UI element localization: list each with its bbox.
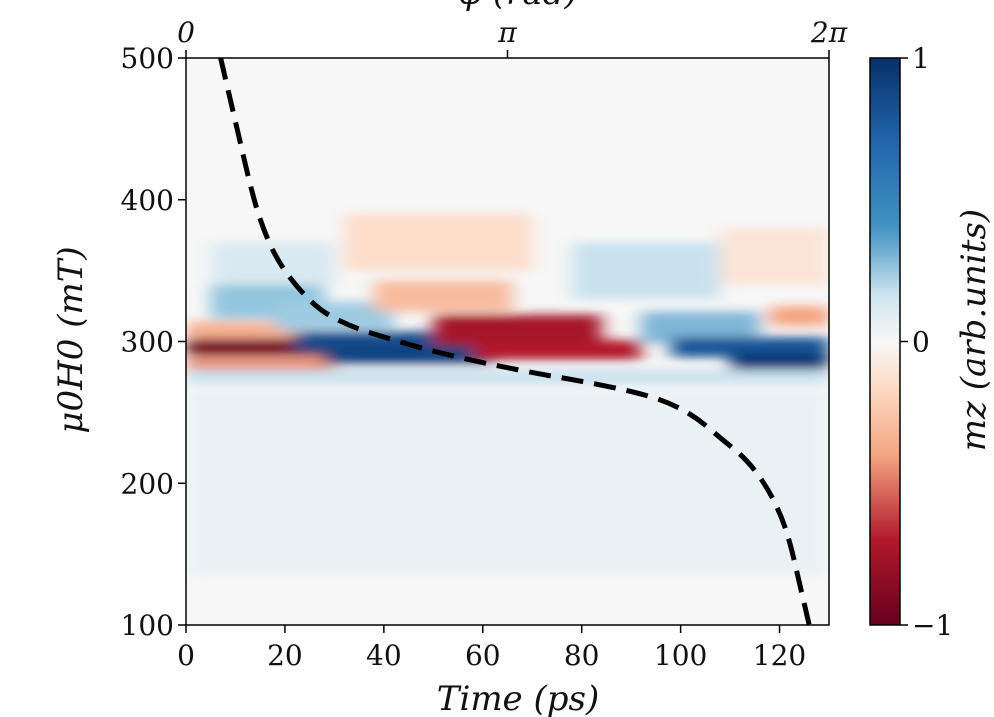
colorbar: 1 0 −1 mz (arb.units) [869,42,994,642]
y-tick-label: 200 [121,467,174,500]
colorbar-tick-label: 1 [912,42,930,75]
top-tick-label: 0 [177,16,195,49]
colorbar-tick-label: −1 [912,609,953,642]
heatmap-cell [571,242,721,299]
top-axis-ticks: 0 π 2π [177,16,848,58]
dashed-curve [218,58,812,625]
heatmap-cell [186,321,295,339]
x-tick-label: 0 [177,639,195,672]
top-tick-label: π [497,16,517,49]
y-axis-label: μ0H0 (mT) [51,246,91,433]
plot-area [185,57,830,626]
heatmap-cell [373,280,513,312]
heatmap-cell [344,213,533,271]
y-axis-ticks: 100 200 300 400 500 [121,42,186,642]
x-axis-label: Time (ps) [437,679,599,717]
x-tick-label: 120 [753,639,806,672]
x-tick-label: 60 [465,639,501,672]
heatmap-cell [294,331,473,352]
colorbar-label: mz (arb.units) [954,209,994,451]
heatmap-cell [210,242,335,285]
x-tick-label: 20 [267,639,303,672]
top-tick-label: 2π [810,16,848,49]
heatmap-cell [324,347,493,365]
heatmap-cells [186,213,829,576]
heatmap-cell [670,337,829,358]
colorbar-gradient [869,57,901,626]
y-tick-label: 500 [121,42,174,75]
heatmap-cell [730,352,829,370]
y-tick-label: 100 [121,609,174,642]
y-tick-label: 400 [121,184,174,217]
colorbar-tick-label: 0 [912,326,930,359]
heatmap-cell [186,391,829,576]
x-tick-label: 80 [564,639,600,672]
x-axis-ticks: 0 20 40 60 80 100 120 [177,625,806,672]
colorbar-ticks: 1 0 −1 [900,42,953,642]
heatmap-cell [186,357,335,372]
heatmap-cell [720,228,829,285]
top-axis-label: φ (rad) [458,0,577,13]
heatmap-cell [472,340,642,360]
heatmap-cell [769,306,829,326]
y-tick-label: 300 [121,326,174,359]
x-tick-label: 40 [366,639,402,672]
heatmap-cell [186,369,829,385]
x-tick-label: 100 [654,639,707,672]
